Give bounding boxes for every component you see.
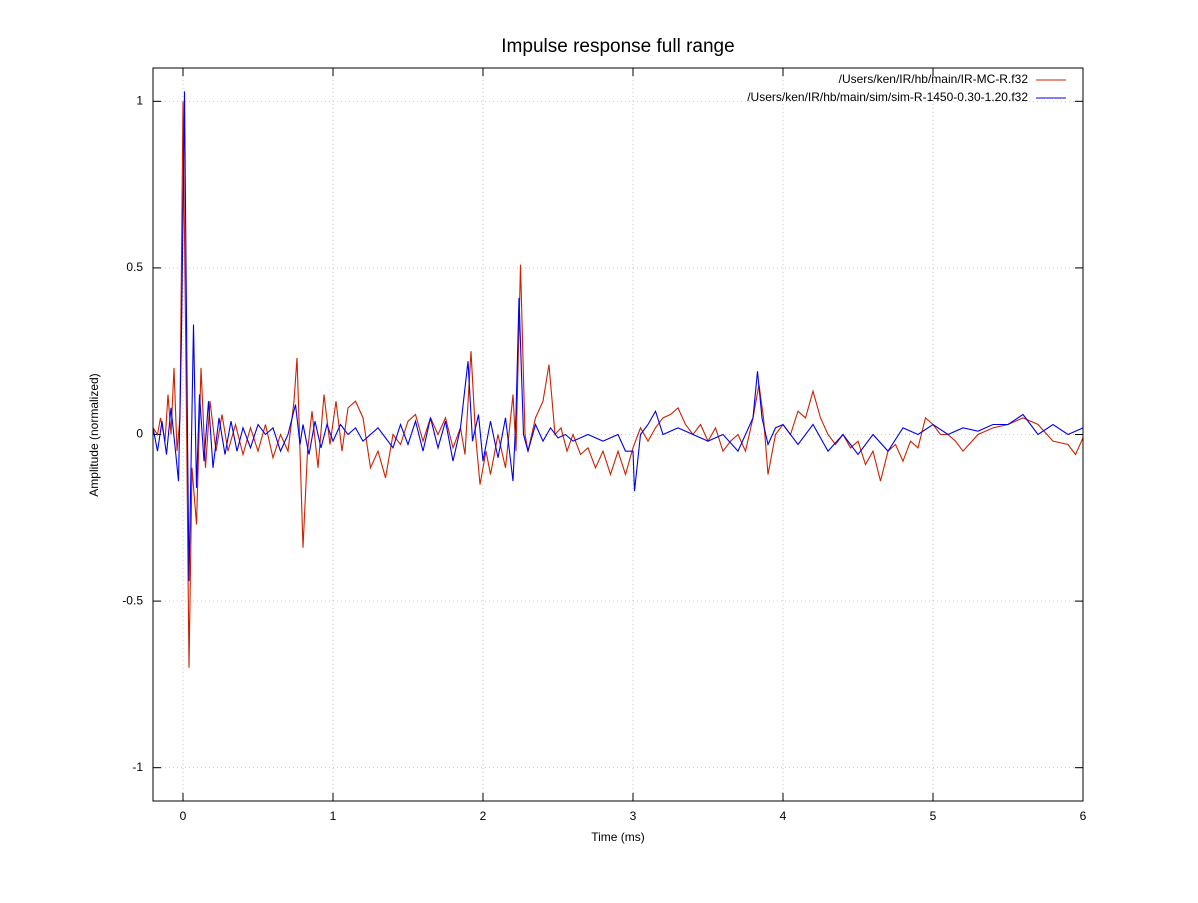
y-tick-label: -1 [132, 760, 143, 774]
y-tick-label: 0.5 [126, 260, 143, 274]
x-tick-label: 5 [930, 809, 937, 823]
legend-label: /Users/ken/IR/hb/main/sim/sim-R-1450-0.3… [747, 90, 1028, 104]
x-tick-label: 3 [630, 809, 637, 823]
y-axis-label: Amplitude (normalized) [87, 373, 101, 496]
chart-title: Impulse response full range [501, 36, 734, 57]
x-axis-label: Time (ms) [591, 830, 645, 844]
y-tick-label: 1 [136, 93, 143, 107]
x-tick-label: 4 [780, 809, 787, 823]
y-tick-label: -0.5 [122, 593, 143, 607]
legend-label: /Users/ken/IR/hb/main/IR-MC-R.f32 [839, 72, 1029, 86]
x-tick-label: 6 [1080, 809, 1087, 823]
x-tick-label: 2 [480, 809, 487, 823]
data-line [153, 91, 1083, 582]
data-line [153, 101, 1083, 668]
plot-frame [152, 67, 1084, 802]
x-tick-label: 0 [180, 809, 187, 823]
y-tick-label: 0 [136, 427, 143, 441]
x-tick-label: 1 [330, 809, 337, 823]
